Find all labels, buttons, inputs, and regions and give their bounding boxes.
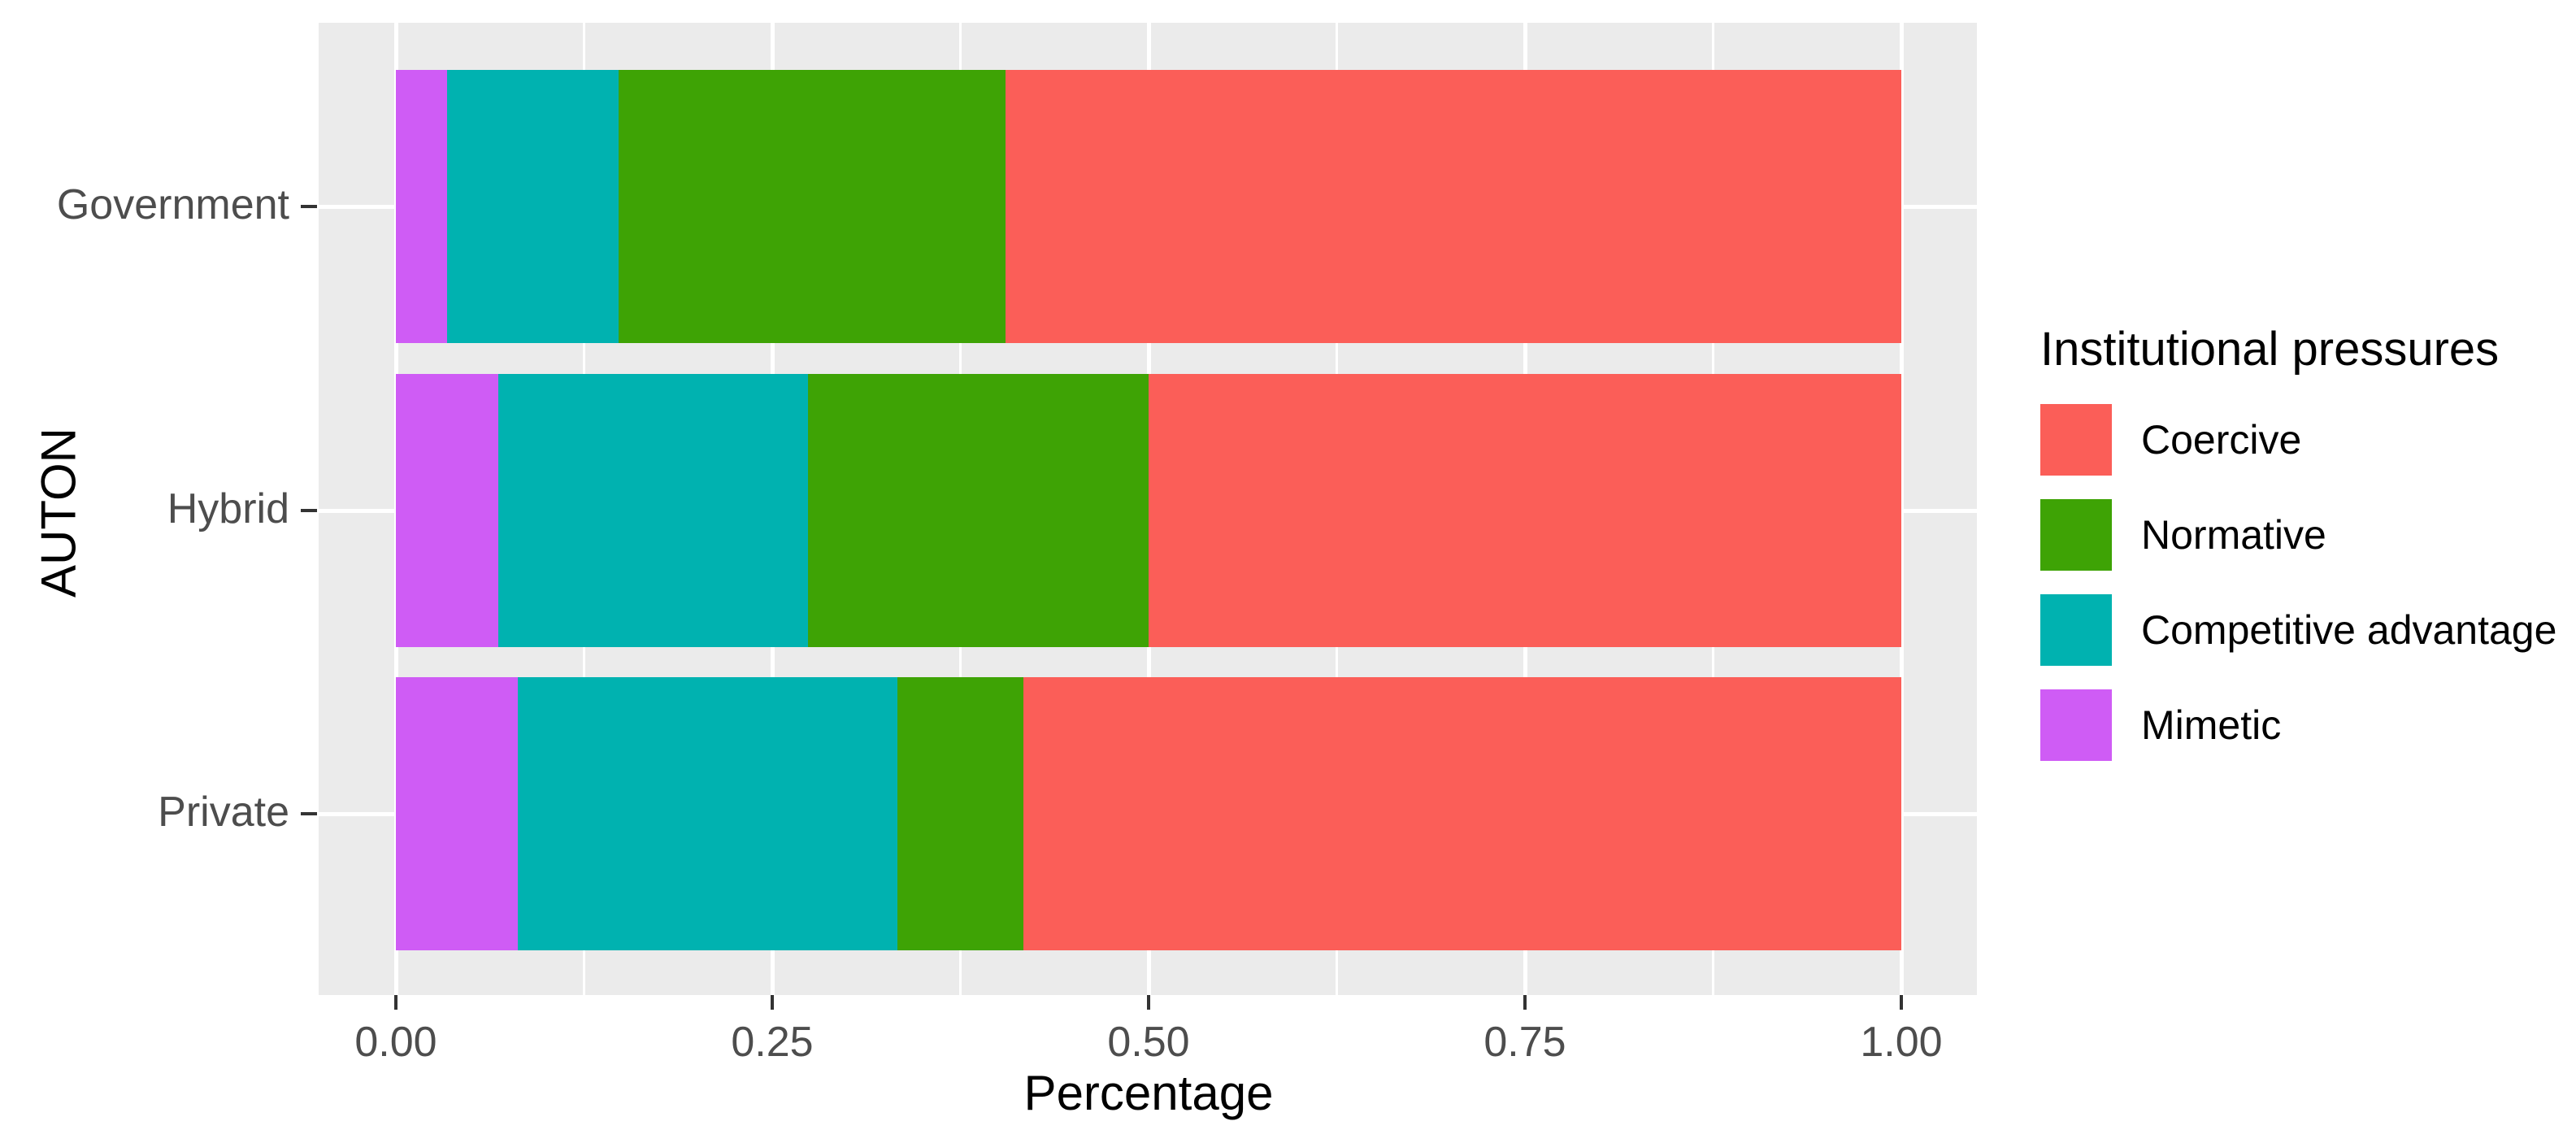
x-tick-mark-0.25: [771, 995, 774, 1010]
legend-label-normative: Normative: [2141, 512, 2326, 558]
x-tick-label-1.00: 1.00: [1860, 1019, 1943, 1066]
y-tick-label-private: Private: [158, 789, 289, 836]
x-tick-label-0.50: 0.50: [1107, 1019, 1190, 1066]
y-tick-mark-private: [301, 812, 317, 815]
bar-segment-government-normative: [619, 70, 1006, 343]
bar-segment-hybrid-competitive-advantage: [497, 374, 809, 647]
y-tick-mark-hybrid: [301, 509, 317, 512]
x-tick-mark-1.00: [1900, 995, 1903, 1010]
bar-segment-government-mimetic: [396, 70, 447, 343]
legend-label-competitive-advantage: Competitive advantage: [2141, 607, 2557, 653]
plot-panel: [319, 23, 1977, 995]
legend-swatch-coercive: [2040, 404, 2112, 476]
bar-segment-hybrid-mimetic: [396, 374, 498, 647]
legend-item-mimetic: Mimetic: [2040, 689, 2556, 761]
bar-segment-private-mimetic: [396, 677, 518, 950]
legend-item-normative: Normative: [2040, 499, 2556, 571]
legend-title: Institutional pressures: [2040, 323, 2500, 376]
bar-segment-hybrid-normative: [808, 374, 1149, 647]
bar-segment-hybrid-coercive: [1149, 374, 1901, 647]
gridline-major-1.00: [1899, 23, 1904, 995]
y-tick-label-government: Government: [56, 181, 289, 228]
bar-segment-private-competitive-advantage: [518, 677, 897, 950]
x-tick-mark-0.50: [1147, 995, 1150, 1010]
x-tick-mark-0.75: [1523, 995, 1527, 1010]
bar-segment-government-competitive-advantage: [446, 70, 619, 343]
x-tick-mark-0.00: [394, 995, 397, 1010]
y-tick-mark-government: [301, 205, 317, 208]
x-axis-title: Percentage: [1023, 1066, 1274, 1120]
legend-label-mimetic: Mimetic: [2141, 702, 2282, 748]
x-tick-label-0.25: 0.25: [731, 1019, 814, 1066]
y-tick-label-hybrid: Hybrid: [167, 485, 289, 532]
bar-segment-private-normative: [897, 677, 1024, 950]
bar-segment-government-coercive: [1006, 70, 1901, 343]
x-tick-label-0.75: 0.75: [1483, 1019, 1566, 1066]
legend-swatch-mimetic: [2040, 689, 2112, 761]
legend: Institutional pressures Coercive Normativ…: [2040, 322, 2556, 784]
bar-segment-private-coercive: [1023, 677, 1901, 950]
x-tick-label-0.00: 0.00: [354, 1019, 437, 1066]
legend-label-coercive: Coercive: [2141, 417, 2302, 463]
legend-swatch-competitive-advantage: [2040, 594, 2112, 666]
legend-swatch-normative: [2040, 499, 2112, 571]
legend-item-competitive-advantage: Competitive advantage: [2040, 594, 2556, 666]
legend-items: Coercive Normative Competitive advantage Mi…: [2040, 404, 2556, 761]
legend-item-coercive: Coercive: [2040, 404, 2556, 476]
